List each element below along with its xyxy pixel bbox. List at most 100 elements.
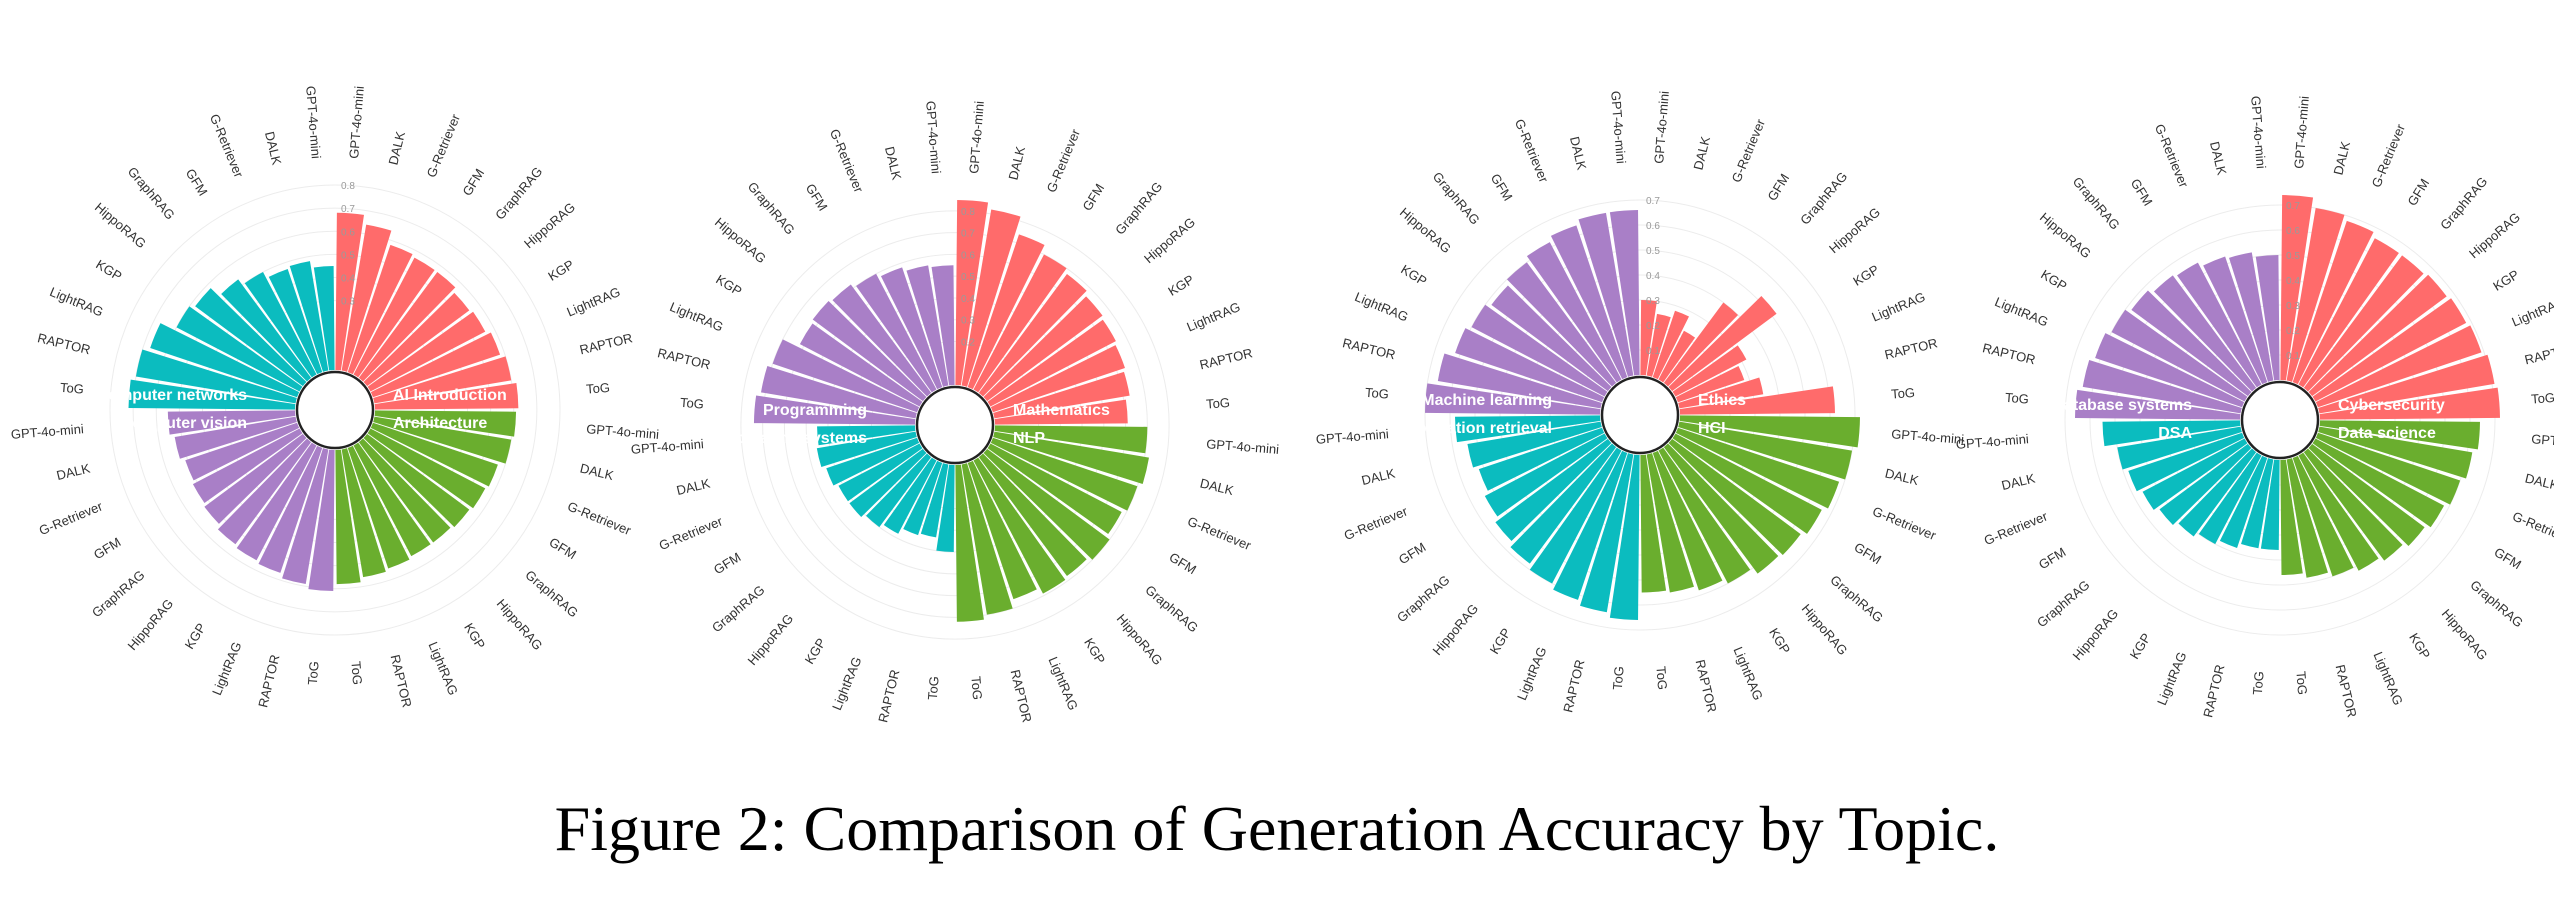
method-label: ToG: [1610, 666, 1627, 691]
bar-ai-introduction-lightrag: [370, 332, 501, 398]
method-label: RAPTOR: [36, 330, 92, 357]
radial-tick-label: 0.3: [2286, 301, 2300, 312]
method-label: G-Retriever: [657, 513, 725, 553]
method-label: DALK: [1360, 465, 1397, 488]
bar-computer-vision-gfm: [192, 428, 303, 503]
radial-tick-label: 0.1: [2286, 351, 2300, 362]
bar-operating-systems-raptor: [920, 463, 949, 538]
bar-computer-vision-kgp: [236, 442, 317, 561]
method-label: KGP: [2127, 630, 2154, 661]
method-label: HippoRAG: [1397, 204, 1454, 256]
method-label: GraphRAG: [2437, 174, 2490, 233]
method-label: LightRAG: [1993, 294, 2051, 329]
method-label: DALK: [2000, 470, 2037, 493]
bar-machine-learning-dalk: [1578, 212, 1634, 377]
method-label: ToG: [925, 676, 942, 701]
method-label: GPT-4o-mini: [586, 421, 660, 442]
method-label: GFM: [1167, 549, 1199, 577]
radial-tick-label: 0.8: [961, 207, 975, 218]
method-label: GraphRAG: [2034, 577, 2093, 630]
grid-circle: [827, 297, 1083, 553]
radial-tick-label: 0.5: [2286, 251, 2300, 262]
radial-tick-label: 0.4: [961, 294, 975, 305]
radial-tick-label: 0.4: [1646, 271, 1660, 282]
method-label: GFM: [1396, 539, 1428, 567]
bar-nlp-hipporag: [978, 453, 1087, 577]
bar-dsa-lightrag: [2219, 455, 2268, 548]
method-label: GraphRAG: [1797, 169, 1850, 228]
method-label: HippoRAG: [521, 199, 578, 251]
method-label: HippoRAG: [1826, 204, 1883, 256]
method-label: DALK: [1691, 135, 1714, 172]
method-label: G-Retriever: [827, 127, 867, 195]
bar-information-retrieval-kgp: [1529, 447, 1622, 584]
method-label: ToG: [1206, 395, 1231, 412]
bar-ai-introduction-dalk: [341, 224, 392, 372]
method-label: KGP: [2406, 630, 2433, 661]
method-label: RAPTOR: [255, 653, 282, 709]
bar-nlp-tog: [955, 464, 984, 622]
bar-mathematics-tog: [994, 399, 1128, 425]
method-label: GraphRAG: [1827, 572, 1886, 625]
bar-information-retrieval-gpt-4o-mini: [1455, 415, 1601, 443]
method-label: DALK: [579, 461, 616, 484]
radial-tick-label: 0.3: [1646, 296, 1660, 307]
bar-computer-networks-lightrag: [150, 323, 300, 398]
grid-circle: [2189, 329, 2371, 511]
bar-computer-vision-dalk: [174, 416, 297, 459]
method-label: ToG: [1653, 666, 1670, 691]
method-label: KGP: [1398, 262, 1429, 289]
bar-computer-networks-gpt-4o-mini: [313, 265, 335, 371]
bar-computer-networks-hipporag: [195, 288, 307, 387]
bar-information-retrieval-lightrag: [1553, 450, 1628, 600]
bar-nlp-raptor: [961, 463, 1013, 615]
grid-circle: [740, 210, 1170, 640]
bar-nlp-gfm: [987, 443, 1122, 535]
grid-circle: [225, 300, 445, 520]
bar-mathematics-gpt-4o-mini: [955, 200, 989, 386]
radial-tick-label: 0.5: [961, 272, 975, 283]
method-label: G-Retriever: [1982, 508, 2050, 548]
bar-information-retrieval-hipporag: [1510, 443, 1617, 564]
bar-architecture-raptor: [341, 448, 386, 578]
method-label: DALK: [1884, 466, 1921, 489]
method-label: G-Retriever: [424, 111, 464, 179]
bar-computer-networks-tog: [128, 379, 296, 410]
bar-machine-learning-gfm: [1526, 242, 1622, 383]
method-label: LightRAG: [1353, 289, 1411, 324]
method-label: KGP: [1850, 262, 1881, 289]
grid-circle: [2214, 354, 2346, 486]
center-ring: [2240, 380, 2320, 460]
bar-programming-gpt-4o-mini: [931, 265, 955, 386]
bar-computer-vision-lightrag: [258, 445, 323, 573]
radial-tick-label: 0.6: [341, 227, 355, 238]
topic-label: Computer vision: [121, 415, 247, 432]
method-label: GFM: [183, 166, 211, 198]
topic-label: Ethics: [1698, 392, 1746, 409]
method-label: RAPTOR: [1341, 335, 1397, 362]
method-label: RAPTOR: [875, 668, 902, 724]
bar-ai-introduction-gpt-4o-mini: [335, 212, 364, 371]
method-label: KGP: [1487, 625, 1514, 656]
bar-architecture-kgp: [353, 442, 431, 557]
method-label: GFM: [2128, 176, 2156, 208]
method-label: KGP: [713, 272, 744, 299]
method-label: ToG: [2005, 390, 2030, 407]
method-label: GPT-4o-mini: [1955, 431, 2029, 452]
method-label: GraphRAG: [1142, 582, 1201, 635]
bar-dsa-gpt-4o-mini: [2102, 420, 2241, 447]
radial-tick-label: 0.7: [341, 204, 355, 215]
method-label: GFM: [459, 166, 487, 198]
method-label: KGP: [802, 635, 829, 666]
method-label: GFM: [1852, 539, 1884, 567]
method-label: GPT-4o-mini: [303, 85, 324, 159]
bar-mathematics-hipporag: [983, 296, 1103, 402]
radial-tick-label: 0.3: [341, 297, 355, 308]
topic-label: HCI: [1698, 420, 1726, 437]
method-label: HippoRAG: [744, 611, 796, 668]
bar-ethics-kgp: [1672, 345, 1747, 397]
method-label: GPT-4o-mini: [923, 100, 944, 174]
method-label: LightRAG: [1514, 645, 1549, 703]
method-label: GPT-4o-mini: [2248, 95, 2269, 169]
